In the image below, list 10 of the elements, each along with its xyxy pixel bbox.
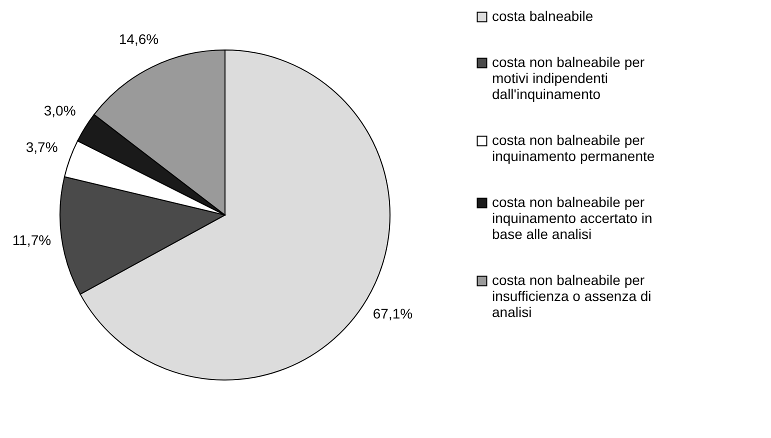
data-label: 11,7%	[12, 232, 52, 248]
legend-label: costa balneabile	[492, 8, 594, 24]
legend-label: costa non balneabile per inquinamento permanente	[492, 132, 655, 164]
legend-label: costa non balneabile per inquinamento accertato in base alle analisi	[492, 194, 652, 242]
legend-label: costa non balneabile per motivi indipendenti dall'inquinamento	[492, 54, 645, 102]
data-label: 3,7%	[26, 139, 58, 156]
legend-label: costa non balneabile per insufficienza o assenza di analisi	[492, 272, 652, 320]
data-label: 3,0%	[44, 102, 76, 118]
data-label: 67,1%	[372, 305, 413, 322]
data-label: 14,6%	[118, 31, 159, 48]
